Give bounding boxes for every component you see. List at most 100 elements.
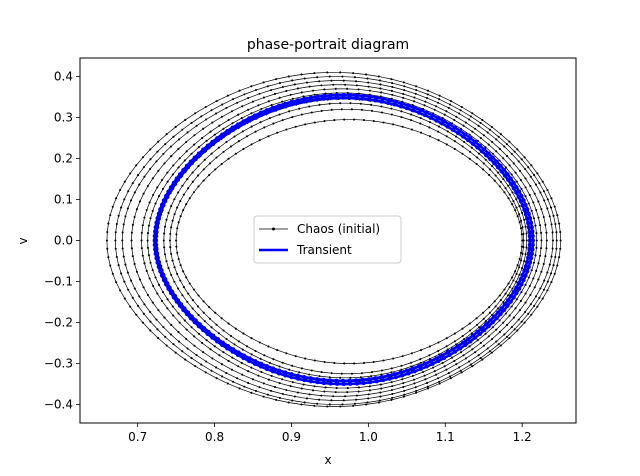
chaos-point (174, 125, 177, 128)
transient-point (373, 376, 378, 381)
x-axis-ticks: 0.7 0.8 0.9 1.0 1.1 1.2 (128, 423, 532, 444)
transient-point (422, 361, 427, 366)
chaos-point (487, 335, 490, 338)
chaos-point (154, 276, 157, 279)
chaos-point (503, 145, 506, 148)
transient-point (354, 378, 359, 383)
chaos-point (138, 278, 141, 281)
chaos-point (382, 359, 385, 362)
chaos-point (437, 125, 441, 128)
transient-point (368, 380, 373, 385)
chaos-point (525, 246, 528, 249)
chaos-point (533, 192, 536, 195)
transient-point (215, 138, 220, 143)
chaos-point (533, 286, 536, 289)
chaos-point (215, 112, 218, 115)
chaos-point (516, 215, 519, 218)
chaos-point (524, 177, 527, 180)
chaos-point (169, 145, 172, 148)
transient-point (167, 190, 172, 195)
chaos-point (138, 183, 141, 186)
chaos-point (521, 239, 524, 242)
chaos-point (339, 376, 342, 379)
chaos-point (424, 378, 427, 381)
chaos-point (213, 133, 216, 136)
chaos-point (365, 73, 368, 76)
chaos-point (179, 215, 182, 218)
chaos-point (539, 224, 542, 227)
transient-point (167, 285, 172, 290)
chaos-point (129, 279, 133, 282)
chaos-point (514, 209, 517, 212)
chaos-point (227, 359, 230, 363)
chaos-point (173, 198, 176, 201)
transient-point (225, 131, 230, 136)
chaos-point (146, 246, 150, 249)
chaos-point (437, 341, 440, 344)
chaos-point (170, 155, 173, 158)
transient-point (466, 337, 471, 342)
chaos-point (353, 76, 357, 79)
chaos-point (187, 292, 190, 295)
chaos-point (185, 150, 188, 153)
chaos-point (360, 372, 364, 375)
chaos-point (210, 109, 213, 112)
chaos-point (490, 125, 493, 128)
chaos-point (370, 375, 373, 378)
chaos-point (145, 269, 148, 273)
transient-point (530, 229, 535, 234)
chaos-point (330, 79, 333, 82)
chaos-point (380, 91, 383, 94)
chaos-point (171, 173, 174, 176)
chaos-point (461, 152, 464, 155)
transient-point (197, 153, 202, 158)
chaos-point (291, 97, 294, 100)
chaos-point (177, 221, 180, 224)
transient-point (367, 377, 371, 382)
chaos-point (556, 264, 559, 267)
transient-point (450, 347, 455, 352)
chaos-point (468, 322, 471, 325)
chaos-point (346, 87, 349, 90)
chaos-point (121, 239, 124, 242)
chaos-point (254, 130, 257, 133)
chaos-point (558, 256, 561, 259)
chaos-point (521, 226, 524, 229)
chaos-point (124, 263, 127, 266)
chaos-point (243, 385, 246, 388)
chaos-point (537, 278, 540, 281)
chaos-point (291, 381, 294, 384)
chaos-point (205, 139, 208, 142)
chaos-point (278, 396, 282, 399)
chaos-point (296, 391, 299, 394)
chaos-point (215, 156, 218, 159)
transient-point (253, 359, 258, 364)
transient-point (528, 260, 533, 265)
chaos-point (181, 294, 184, 297)
chaos-point (380, 369, 384, 372)
chaos-point (300, 367, 303, 370)
chaos-point (149, 217, 152, 220)
chaos-point (506, 155, 509, 158)
transient-point (193, 157, 198, 162)
chaos-point (127, 190, 130, 193)
chaos-point (258, 386, 261, 389)
chaos-point (250, 85, 253, 88)
chaos-point (512, 316, 515, 319)
chaos-point (540, 208, 543, 211)
chaos-point (270, 104, 273, 107)
transient-point (525, 207, 530, 212)
chaos-point (523, 260, 526, 263)
chaos-point (482, 311, 485, 314)
chaos-point (523, 321, 526, 324)
transient-point (398, 104, 403, 109)
transient-point (523, 264, 528, 269)
transient-point (495, 310, 500, 315)
transient-point (341, 95, 345, 100)
chaos-point (469, 329, 472, 332)
chaos-point (517, 160, 520, 163)
chaos-point (549, 206, 553, 209)
chaos-point (496, 171, 500, 174)
transient-point (321, 377, 326, 382)
transient-point (202, 326, 207, 331)
